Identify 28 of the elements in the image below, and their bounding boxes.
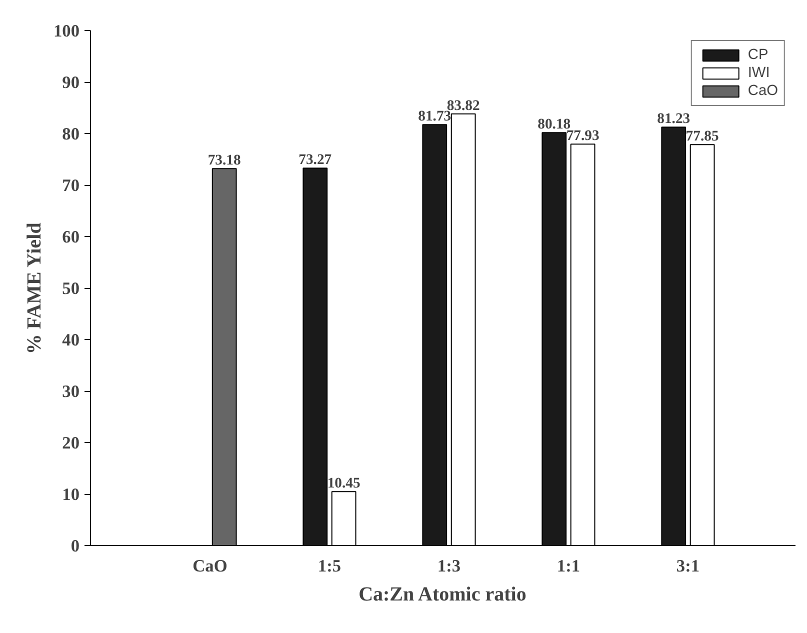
- legend-label: CaO: [748, 83, 778, 99]
- y-tick-label: 100: [54, 22, 80, 40]
- data-label: 73.27: [298, 152, 332, 168]
- x-tick-label: CaO: [192, 556, 228, 576]
- y-tick-label: 50: [62, 279, 80, 298]
- y-tick-label: 80: [62, 124, 80, 144]
- data-label: 81.73: [418, 108, 452, 125]
- data-label: 77.93: [566, 128, 600, 144]
- legend-label: IWI: [748, 65, 770, 81]
- x-tick-label: 3:1: [676, 556, 700, 576]
- y-tick-label: 0: [70, 536, 80, 556]
- y-tick-label: 90: [62, 73, 80, 92]
- y-tick-label: 10: [62, 485, 80, 504]
- x-tick-label: 1:3: [437, 556, 461, 576]
- data-label: 81.23: [657, 111, 690, 128]
- y-axis-title: % FAME Yield: [24, 222, 46, 354]
- legend-label: CP: [748, 47, 768, 63]
- x-tick-label: 1:5: [318, 556, 342, 576]
- y-tick-label: 40: [62, 330, 80, 350]
- data-label: 73.18: [208, 152, 241, 169]
- x-axis-title: Ca:Zn Atomic ratio: [358, 584, 526, 606]
- y-tick-label: 20: [62, 434, 80, 452]
- y-tick-label: 70: [62, 176, 80, 195]
- x-tick-label: 1:1: [556, 556, 580, 576]
- y-tick-label: 60: [62, 228, 80, 246]
- y-tick-label: 30: [62, 382, 80, 401]
- data-label: 77.85: [686, 128, 719, 145]
- data-label: 10.45: [327, 476, 360, 492]
